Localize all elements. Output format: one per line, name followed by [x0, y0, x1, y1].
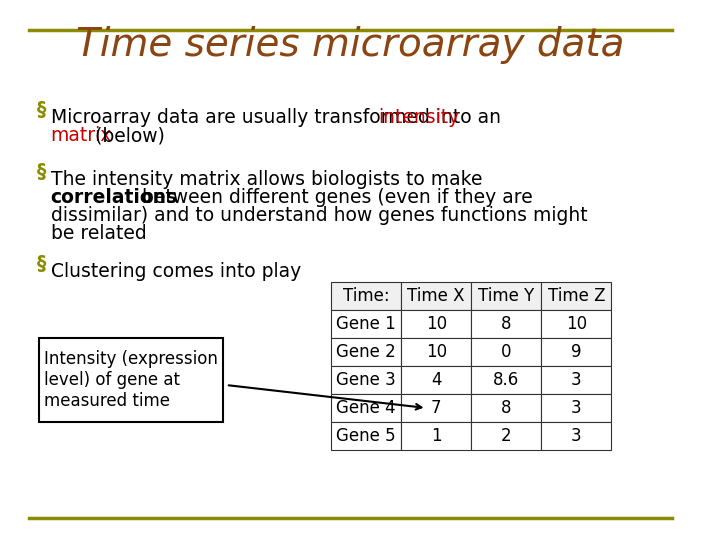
FancyBboxPatch shape	[472, 310, 541, 338]
Text: Time series microarray data: Time series microarray data	[76, 26, 625, 64]
Text: Time Z: Time Z	[548, 287, 606, 305]
Text: Gene 4: Gene 4	[336, 399, 396, 417]
Text: Time:: Time:	[343, 287, 390, 305]
FancyBboxPatch shape	[472, 422, 541, 450]
Text: dissimilar) and to understand how genes functions might: dissimilar) and to understand how genes …	[50, 206, 588, 225]
Text: 3: 3	[571, 427, 582, 445]
Text: §: §	[37, 100, 46, 119]
Text: 3: 3	[571, 371, 582, 389]
FancyBboxPatch shape	[401, 366, 472, 394]
FancyBboxPatch shape	[331, 282, 401, 310]
FancyBboxPatch shape	[331, 422, 401, 450]
FancyBboxPatch shape	[401, 310, 472, 338]
FancyBboxPatch shape	[472, 366, 541, 394]
FancyBboxPatch shape	[39, 338, 223, 422]
Text: §: §	[37, 254, 46, 273]
Text: Gene 3: Gene 3	[336, 371, 396, 389]
Text: The intensity matrix allows biologists to make: The intensity matrix allows biologists t…	[50, 170, 482, 189]
Text: 1: 1	[431, 427, 441, 445]
FancyBboxPatch shape	[541, 366, 611, 394]
Text: 4: 4	[431, 371, 441, 389]
Text: 3: 3	[571, 399, 582, 417]
FancyBboxPatch shape	[541, 394, 611, 422]
FancyBboxPatch shape	[401, 282, 472, 310]
Text: Microarray data are usually transformed into an: Microarray data are usually transformed …	[50, 108, 507, 127]
FancyBboxPatch shape	[331, 366, 401, 394]
FancyBboxPatch shape	[472, 394, 541, 422]
FancyBboxPatch shape	[472, 282, 541, 310]
FancyBboxPatch shape	[541, 422, 611, 450]
Text: Gene 1: Gene 1	[336, 315, 396, 333]
Text: 9: 9	[571, 343, 582, 361]
FancyBboxPatch shape	[472, 338, 541, 366]
Text: intensity: intensity	[378, 108, 459, 127]
Text: 10: 10	[566, 315, 587, 333]
Text: correlations: correlations	[50, 188, 178, 207]
Text: 10: 10	[426, 343, 447, 361]
FancyBboxPatch shape	[331, 310, 401, 338]
Text: Clustering comes into play: Clustering comes into play	[50, 262, 301, 281]
FancyBboxPatch shape	[331, 394, 401, 422]
Text: 8: 8	[501, 399, 512, 417]
Text: between different genes (even if they are: between different genes (even if they ar…	[136, 188, 533, 207]
Text: matrix: matrix	[50, 126, 112, 145]
Text: Gene 5: Gene 5	[336, 427, 396, 445]
Text: 8.6: 8.6	[493, 371, 519, 389]
Text: Gene 2: Gene 2	[336, 343, 396, 361]
Text: 8: 8	[501, 315, 512, 333]
Text: Intensity (expression
level) of gene at
measured time: Intensity (expression level) of gene at …	[44, 350, 218, 410]
Text: (below): (below)	[89, 126, 164, 145]
FancyBboxPatch shape	[331, 338, 401, 366]
Text: Time Y: Time Y	[478, 287, 534, 305]
Text: §: §	[37, 162, 46, 181]
Text: 2: 2	[501, 427, 512, 445]
Text: Time X: Time X	[408, 287, 465, 305]
Text: 7: 7	[431, 399, 441, 417]
FancyBboxPatch shape	[401, 422, 472, 450]
FancyBboxPatch shape	[541, 310, 611, 338]
FancyBboxPatch shape	[541, 282, 611, 310]
Text: 10: 10	[426, 315, 447, 333]
FancyBboxPatch shape	[401, 394, 472, 422]
FancyBboxPatch shape	[401, 338, 472, 366]
FancyBboxPatch shape	[541, 338, 611, 366]
Text: 0: 0	[501, 343, 512, 361]
Text: be related: be related	[50, 224, 146, 243]
